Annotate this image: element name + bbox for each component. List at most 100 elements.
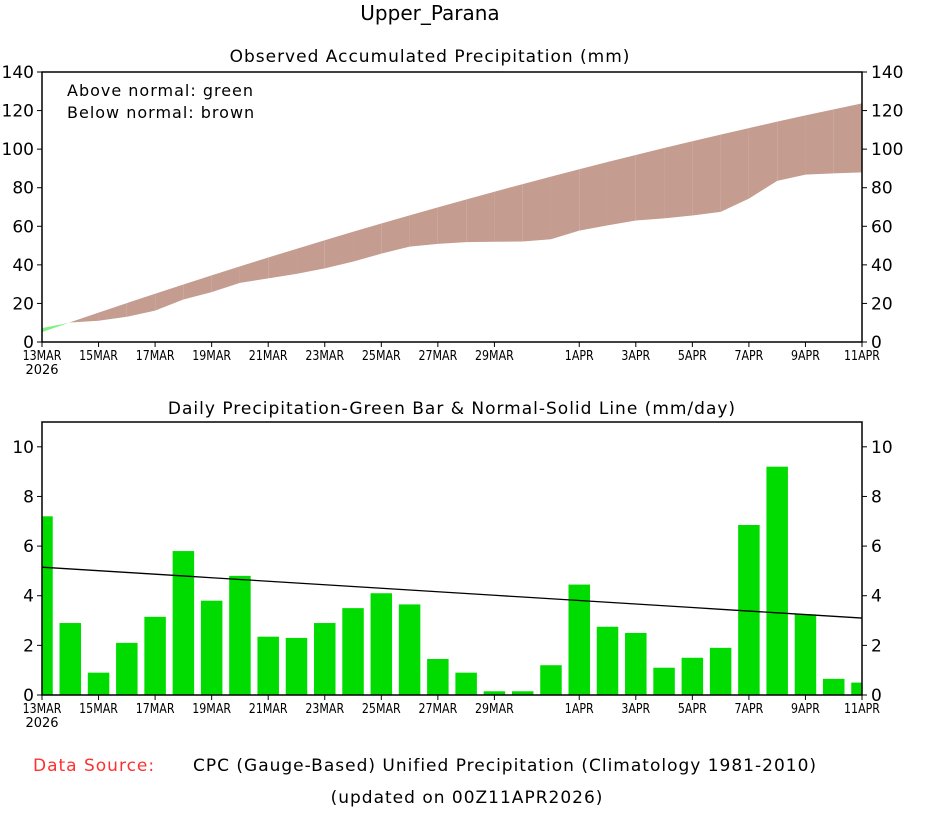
bottom-chart-title: Daily Precipitation-Green Bar & Normal-S… xyxy=(168,399,736,419)
top-xtick-label: 9APR xyxy=(791,348,820,363)
daily-bar-28MAR xyxy=(455,672,477,695)
accum-diff-area xyxy=(239,257,269,283)
top-ytick-label-left: 80 xyxy=(12,179,34,199)
top-xtick-label: 25MAR xyxy=(362,348,401,363)
top-xtick-label: 1APR xyxy=(565,348,594,363)
data-source-text: CPC (Gauge-Based) Unified Precipitation … xyxy=(193,756,817,776)
top-ytick-label-left: 140 xyxy=(2,63,34,83)
top-ytick-label-right: 100 xyxy=(871,140,903,160)
top-xtick-label: 23MAR xyxy=(305,348,344,363)
bottom-ytick-label-left: 4 xyxy=(23,587,34,607)
bottom-xtick-label: 3APR xyxy=(621,701,650,716)
accum-diff-area xyxy=(126,293,156,317)
top-ytick-label-right: 120 xyxy=(871,102,903,122)
bottom-ytick-label-left: 10 xyxy=(12,438,34,458)
accum-diff-area xyxy=(324,231,354,269)
daily-bar-23MAR xyxy=(314,623,336,695)
data-source-label: Data Source: xyxy=(33,756,155,776)
top-xtick-label: 3APR xyxy=(621,348,650,363)
accum-diff-area xyxy=(409,207,438,247)
daily-bar-9APR xyxy=(794,614,817,695)
bottom-ytick-label-left: 0 xyxy=(23,686,34,706)
top-xtick-label: 7APR xyxy=(734,348,763,363)
accumulated-chart: 0 0 20 20 40 40 60 60 80 80 100 100 120 120 140 140 13MA… xyxy=(2,63,904,378)
accum-diff-area xyxy=(522,176,551,242)
top-ytick-label-right: 60 xyxy=(871,217,893,237)
accum-diff-area xyxy=(466,191,495,243)
daily-bar-5APR xyxy=(681,657,704,695)
accum-diff-area xyxy=(720,128,749,212)
daily-bar-25MAR xyxy=(370,593,393,695)
top-xtick-label: 19MAR xyxy=(192,348,231,363)
daily-bar-22MAR xyxy=(285,637,308,695)
legend-above: Above normal: green xyxy=(67,81,254,100)
top-ytick-label-right: 40 xyxy=(871,256,893,276)
accum-diff-area xyxy=(155,284,184,311)
daily-bar-7APR xyxy=(738,524,760,695)
bottom-xtick-label: 11APR xyxy=(844,701,880,716)
top-xtick-label: 21MAR xyxy=(249,348,288,363)
daily-bar-4APR xyxy=(653,667,675,695)
bottom-xtick-label: 15MAR xyxy=(79,701,118,716)
daily-chart: 0 0 2 2 4 4 6 6 8 8 10 10 13MAR 15MAR 17MAR 19MAR 21MAR 2… xyxy=(12,421,893,731)
accum-diff-area xyxy=(833,103,862,174)
top-ytick-label-right: 140 xyxy=(871,63,903,83)
accum-diff-area xyxy=(692,134,721,216)
top-year-label: 2026 xyxy=(25,363,58,378)
accum-diff-area xyxy=(777,115,806,181)
accum-diff-area xyxy=(268,248,297,279)
accum-diff-area xyxy=(70,312,99,323)
daily-bar-16MAR xyxy=(116,642,138,695)
top-xtick-label: 11APR xyxy=(844,348,880,363)
bottom-xtick-label: 5APR xyxy=(678,701,707,716)
bottom-ytick-label-right: 8 xyxy=(871,487,882,507)
accum-diff-area xyxy=(42,322,69,333)
daily-bar-11APR xyxy=(851,682,862,695)
top-ytick-label-right: 20 xyxy=(871,294,893,314)
daily-bar-18MAR xyxy=(172,551,195,695)
daily-bar-10APR xyxy=(822,678,845,695)
daily-bar-27MAR xyxy=(427,659,449,695)
accum-diff-area xyxy=(98,303,127,321)
bottom-xtick-label: 25MAR xyxy=(362,701,401,716)
daily-bar-3APR xyxy=(625,632,647,695)
daily-bar-1APR xyxy=(568,584,590,695)
daily-bar-31MAR xyxy=(540,665,562,695)
bottom-xtick-label: 1APR xyxy=(565,701,594,716)
daily-bar-13MAR xyxy=(42,516,53,695)
daily-bar-19MAR xyxy=(200,600,223,695)
bottom-ytick-label-left: 8 xyxy=(23,487,34,507)
bottom-ytick-label-left: 2 xyxy=(23,636,34,656)
top-chart-title: Observed Accumulated Precipitation (mm) xyxy=(230,47,631,67)
accum-diff-area xyxy=(183,275,212,300)
accum-diff-area xyxy=(211,266,240,293)
accum-diff-area xyxy=(579,162,608,231)
bottom-xtick-label: 29MAR xyxy=(475,701,514,716)
accum-diff-area xyxy=(381,215,410,254)
accum-diff-area xyxy=(296,240,325,274)
top-xtick-label: 17MAR xyxy=(136,348,175,363)
bottom-xtick-label: 21MAR xyxy=(249,701,288,716)
daily-bar-20MAR xyxy=(229,575,251,695)
daily-bar-2APR xyxy=(596,626,619,695)
bottom-xtick-label: 27MAR xyxy=(418,701,457,716)
top-ytick-label-left: 100 xyxy=(2,140,34,160)
accum-diff-area xyxy=(635,148,665,221)
accum-diff-area xyxy=(550,169,580,240)
daily-bar-21MAR xyxy=(257,636,279,695)
bottom-plot-frame xyxy=(41,421,863,696)
daily-bar-6APR xyxy=(709,647,732,695)
bottom-xtick-label: 9APR xyxy=(791,701,820,716)
accum-diff-area xyxy=(748,121,778,199)
main-title: Upper_Parana xyxy=(360,1,499,25)
top-xtick-label: 15MAR xyxy=(79,348,118,363)
top-xtick-label: 13MAR xyxy=(23,348,62,363)
accum-diff-area xyxy=(494,184,523,242)
daily-bar-30MAR xyxy=(511,691,534,695)
bottom-ytick-label-left: 6 xyxy=(23,537,34,557)
normal-line xyxy=(41,566,863,619)
top-xtick-label: 5APR xyxy=(678,348,707,363)
accum-diff-area xyxy=(353,223,382,262)
bottom-xtick-label: 13MAR xyxy=(23,701,62,716)
